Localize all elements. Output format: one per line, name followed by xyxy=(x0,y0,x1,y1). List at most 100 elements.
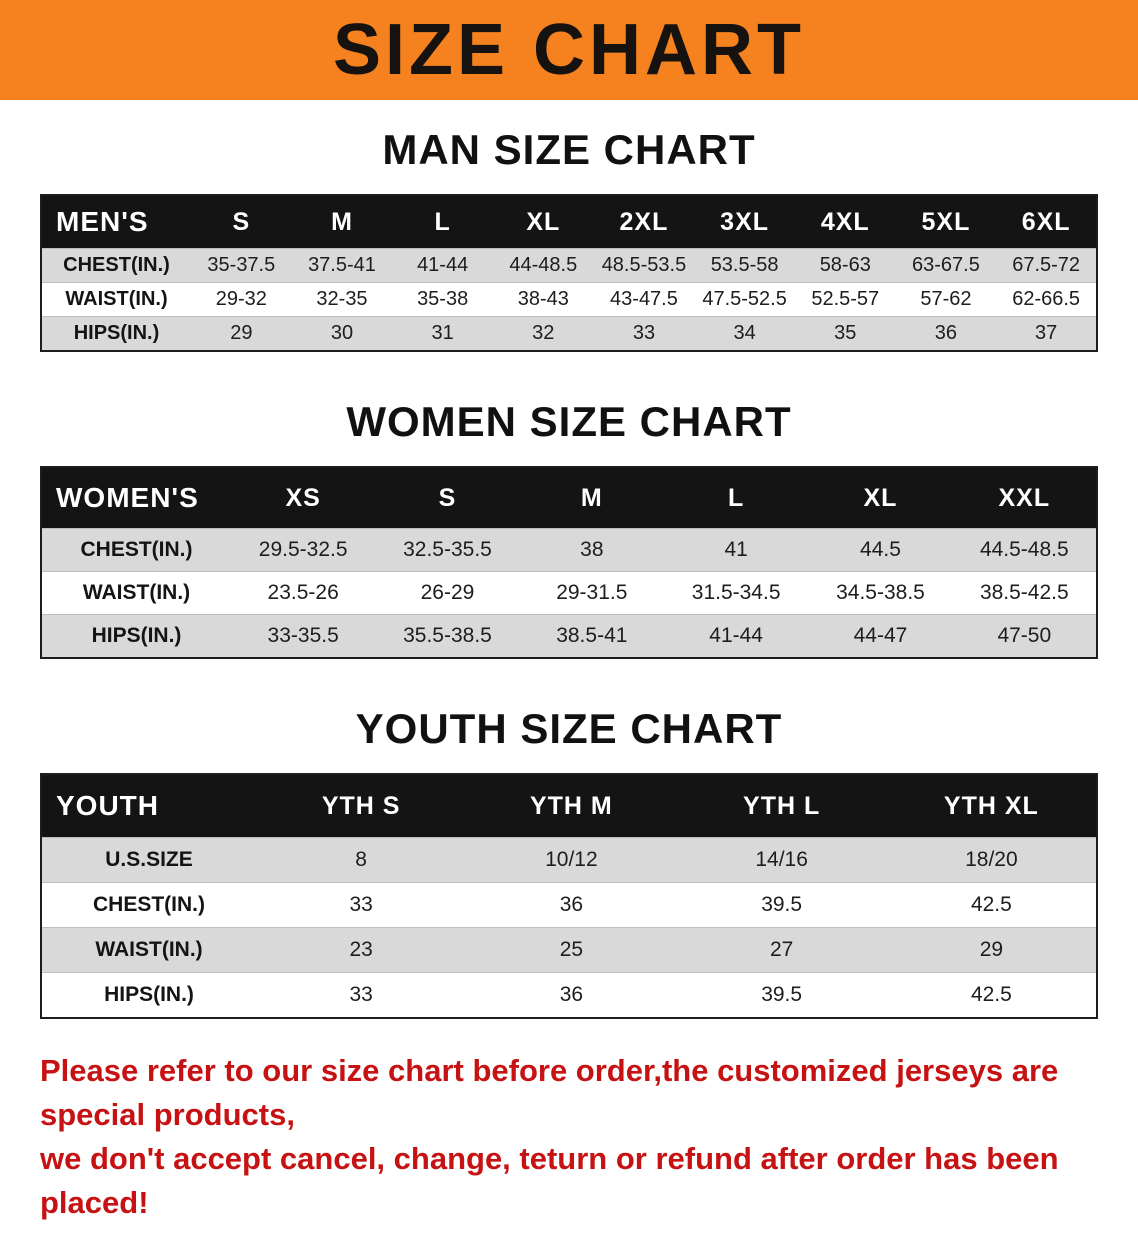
size-value: 38 xyxy=(580,538,604,561)
size-column-header: YTH S xyxy=(321,791,401,820)
size-chart-banner: SIZE CHART xyxy=(0,0,1138,100)
size-value: 41-44 xyxy=(709,624,763,647)
size-value: 29-32 xyxy=(215,288,267,310)
size-value: 34.5-38.5 xyxy=(836,581,925,604)
size-value: 47.5-52.5 xyxy=(702,288,787,310)
size-value: 63-67.5 xyxy=(912,254,980,276)
size-value: 10/12 xyxy=(545,848,598,871)
table-row: CHEST(IN.) 33 36 39.5 42.5 xyxy=(41,882,1097,928)
size-value: 29-31.5 xyxy=(556,581,628,604)
table-row: HIPS(IN.) 33 36 39.5 42.5 xyxy=(41,972,1097,1018)
size-value: 23.5-26 xyxy=(267,581,339,604)
table-corner-label: WOMEN'S xyxy=(56,482,199,513)
size-column-header: XL xyxy=(863,483,898,512)
size-value: 41-44 xyxy=(417,254,469,276)
youth-size-chart-section: YOUTH SIZE CHART YOUTH YTH S YTH M YTH L YTH… xyxy=(0,705,1138,1019)
row-label: CHEST(IN.) xyxy=(93,893,205,916)
table-corner-label: MEN'S xyxy=(56,206,149,237)
table-row: HIPS(IN.) 33-35.5 35.5-38.5 38.5-41 41-44 44-… xyxy=(41,614,1097,658)
table-row: WAIST(IN.) 29-32 32-35 35-38 38-43 43-47.5 47.… xyxy=(41,282,1097,317)
size-column-header: L xyxy=(434,207,451,236)
size-value: 31 xyxy=(431,322,454,344)
disclaimer-line-1: Please refer to our size chart before or… xyxy=(40,1053,1059,1133)
size-value: 32 xyxy=(532,322,555,344)
size-value: 37 xyxy=(1035,322,1058,344)
women-size-table: WOMEN'S XS S M L XL XXL CHEST(IN.) 29.5-32.5 32.… xyxy=(40,466,1098,659)
table-corner-label: YOUTH xyxy=(56,790,159,821)
size-value: 52.5-57 xyxy=(811,288,880,310)
row-label: WAIST(IN.) xyxy=(95,938,203,961)
table-row: U.S.SIZE 8 10/12 14/16 18/20 xyxy=(41,837,1097,883)
size-value: 29 xyxy=(979,938,1004,961)
table-row: CHEST(IN.) 35-37.5 37.5-41 41-44 44-48.5 48.5… xyxy=(41,248,1097,283)
row-label: WAIST(IN.) xyxy=(82,581,191,604)
size-value: 38.5-42.5 xyxy=(979,581,1069,604)
women-size-chart-section: WOMEN SIZE CHART WOMEN'S XS S M L XL XXL CHEST… xyxy=(0,398,1138,659)
row-label: WAIST(IN.) xyxy=(65,288,168,310)
size-column-header: XS xyxy=(285,483,321,512)
size-value: 18/20 xyxy=(965,848,1018,871)
youth-size-chart-heading: YOUTH SIZE CHART xyxy=(355,705,783,752)
size-value: 27 xyxy=(769,938,794,961)
size-column-header: XXL xyxy=(998,483,1051,512)
youth-table-body: U.S.SIZE 8 10/12 14/16 18/20 CHEST(IN.) 33 36 39… xyxy=(41,837,1097,1018)
size-value: 35-38 xyxy=(417,288,469,310)
table-row: WAIST(IN.) 23.5-26 26-29 29-31.5 31.5-34.5 34… xyxy=(41,571,1097,615)
size-column-header: 3XL xyxy=(720,207,770,236)
size-column-header: S xyxy=(438,483,457,512)
size-value: 36 xyxy=(559,893,584,916)
disclaimer-line-2: we don't accept cancel, change, teturn o… xyxy=(40,1141,1059,1221)
size-value: 36 xyxy=(559,983,584,1006)
men-table-body: CHEST(IN.) 35-37.5 37.5-41 41-44 44-48.5 48.5… xyxy=(41,248,1097,351)
size-value: 42.5 xyxy=(970,983,1012,1006)
row-label: HIPS(IN.) xyxy=(91,624,182,647)
size-value: 33 xyxy=(632,322,656,344)
size-value: 33-35.5 xyxy=(267,624,339,647)
size-value: 44-47 xyxy=(853,624,908,647)
size-column-header: 4XL xyxy=(820,207,870,236)
women-size-chart-heading: WOMEN SIZE CHART xyxy=(346,398,792,445)
size-column-header: YTH XL xyxy=(943,791,1039,820)
size-value: 29.5-32.5 xyxy=(258,538,348,561)
size-value: 32.5-35.5 xyxy=(403,538,492,561)
size-value: 53.5-58 xyxy=(710,254,779,276)
size-value: 35 xyxy=(834,322,857,344)
size-value: 36 xyxy=(934,322,958,344)
size-column-header: 2XL xyxy=(619,207,669,236)
size-column-header: 6XL xyxy=(1021,207,1071,236)
size-value: 43-47.5 xyxy=(610,288,678,310)
size-column-header: 5XL xyxy=(921,207,971,236)
size-value: 23 xyxy=(349,938,373,961)
size-value: 32-35 xyxy=(316,288,368,310)
size-value: 41 xyxy=(724,538,748,561)
size-value: 48.5-53.5 xyxy=(601,254,687,276)
size-value: 34 xyxy=(733,322,756,344)
size-value: 35-37.5 xyxy=(207,254,276,276)
size-column-header: M xyxy=(580,483,603,512)
size-value: 67.5-72 xyxy=(1012,254,1081,276)
size-value: 44-48.5 xyxy=(509,254,578,276)
table-row: CHEST(IN.) 29.5-32.5 32.5-35.5 38 41 44.5 44.5… xyxy=(41,528,1097,572)
size-value: 8 xyxy=(355,848,367,871)
size-value: 44.5 xyxy=(860,538,901,561)
women-table-header-row: WOMEN'S XS S M L XL XXL xyxy=(41,467,1097,529)
row-label: U.S.SIZE xyxy=(105,848,193,871)
size-value: 37.5-41 xyxy=(308,254,376,276)
size-value: 35.5-38.5 xyxy=(403,624,492,647)
size-value: 47-50 xyxy=(997,624,1052,647)
size-column-header: XL xyxy=(526,207,561,236)
size-value: 33 xyxy=(349,893,373,916)
table-row: HIPS(IN.) 29 30 31 32 33 34 35 36 37 xyxy=(41,316,1097,351)
size-value: 39.5 xyxy=(761,983,803,1006)
size-value: 31.5-34.5 xyxy=(691,581,781,604)
size-value: 58-63 xyxy=(819,254,871,276)
size-value: 42.5 xyxy=(970,893,1012,916)
size-value: 38-43 xyxy=(517,288,569,310)
size-column-header: YTH L xyxy=(743,791,821,820)
youth-table-header-row: YOUTH YTH S YTH M YTH L YTH XL xyxy=(41,774,1097,838)
disclaimer-text: Please refer to our size chart before or… xyxy=(40,1049,1100,1225)
size-value: 62-66.5 xyxy=(1012,288,1081,310)
size-value: 39.5 xyxy=(761,893,803,916)
youth-size-table: YOUTH YTH S YTH M YTH L YTH XL U.S.SIZE 8 10/1… xyxy=(40,773,1098,1019)
size-value: 44.5-48.5 xyxy=(979,538,1069,561)
